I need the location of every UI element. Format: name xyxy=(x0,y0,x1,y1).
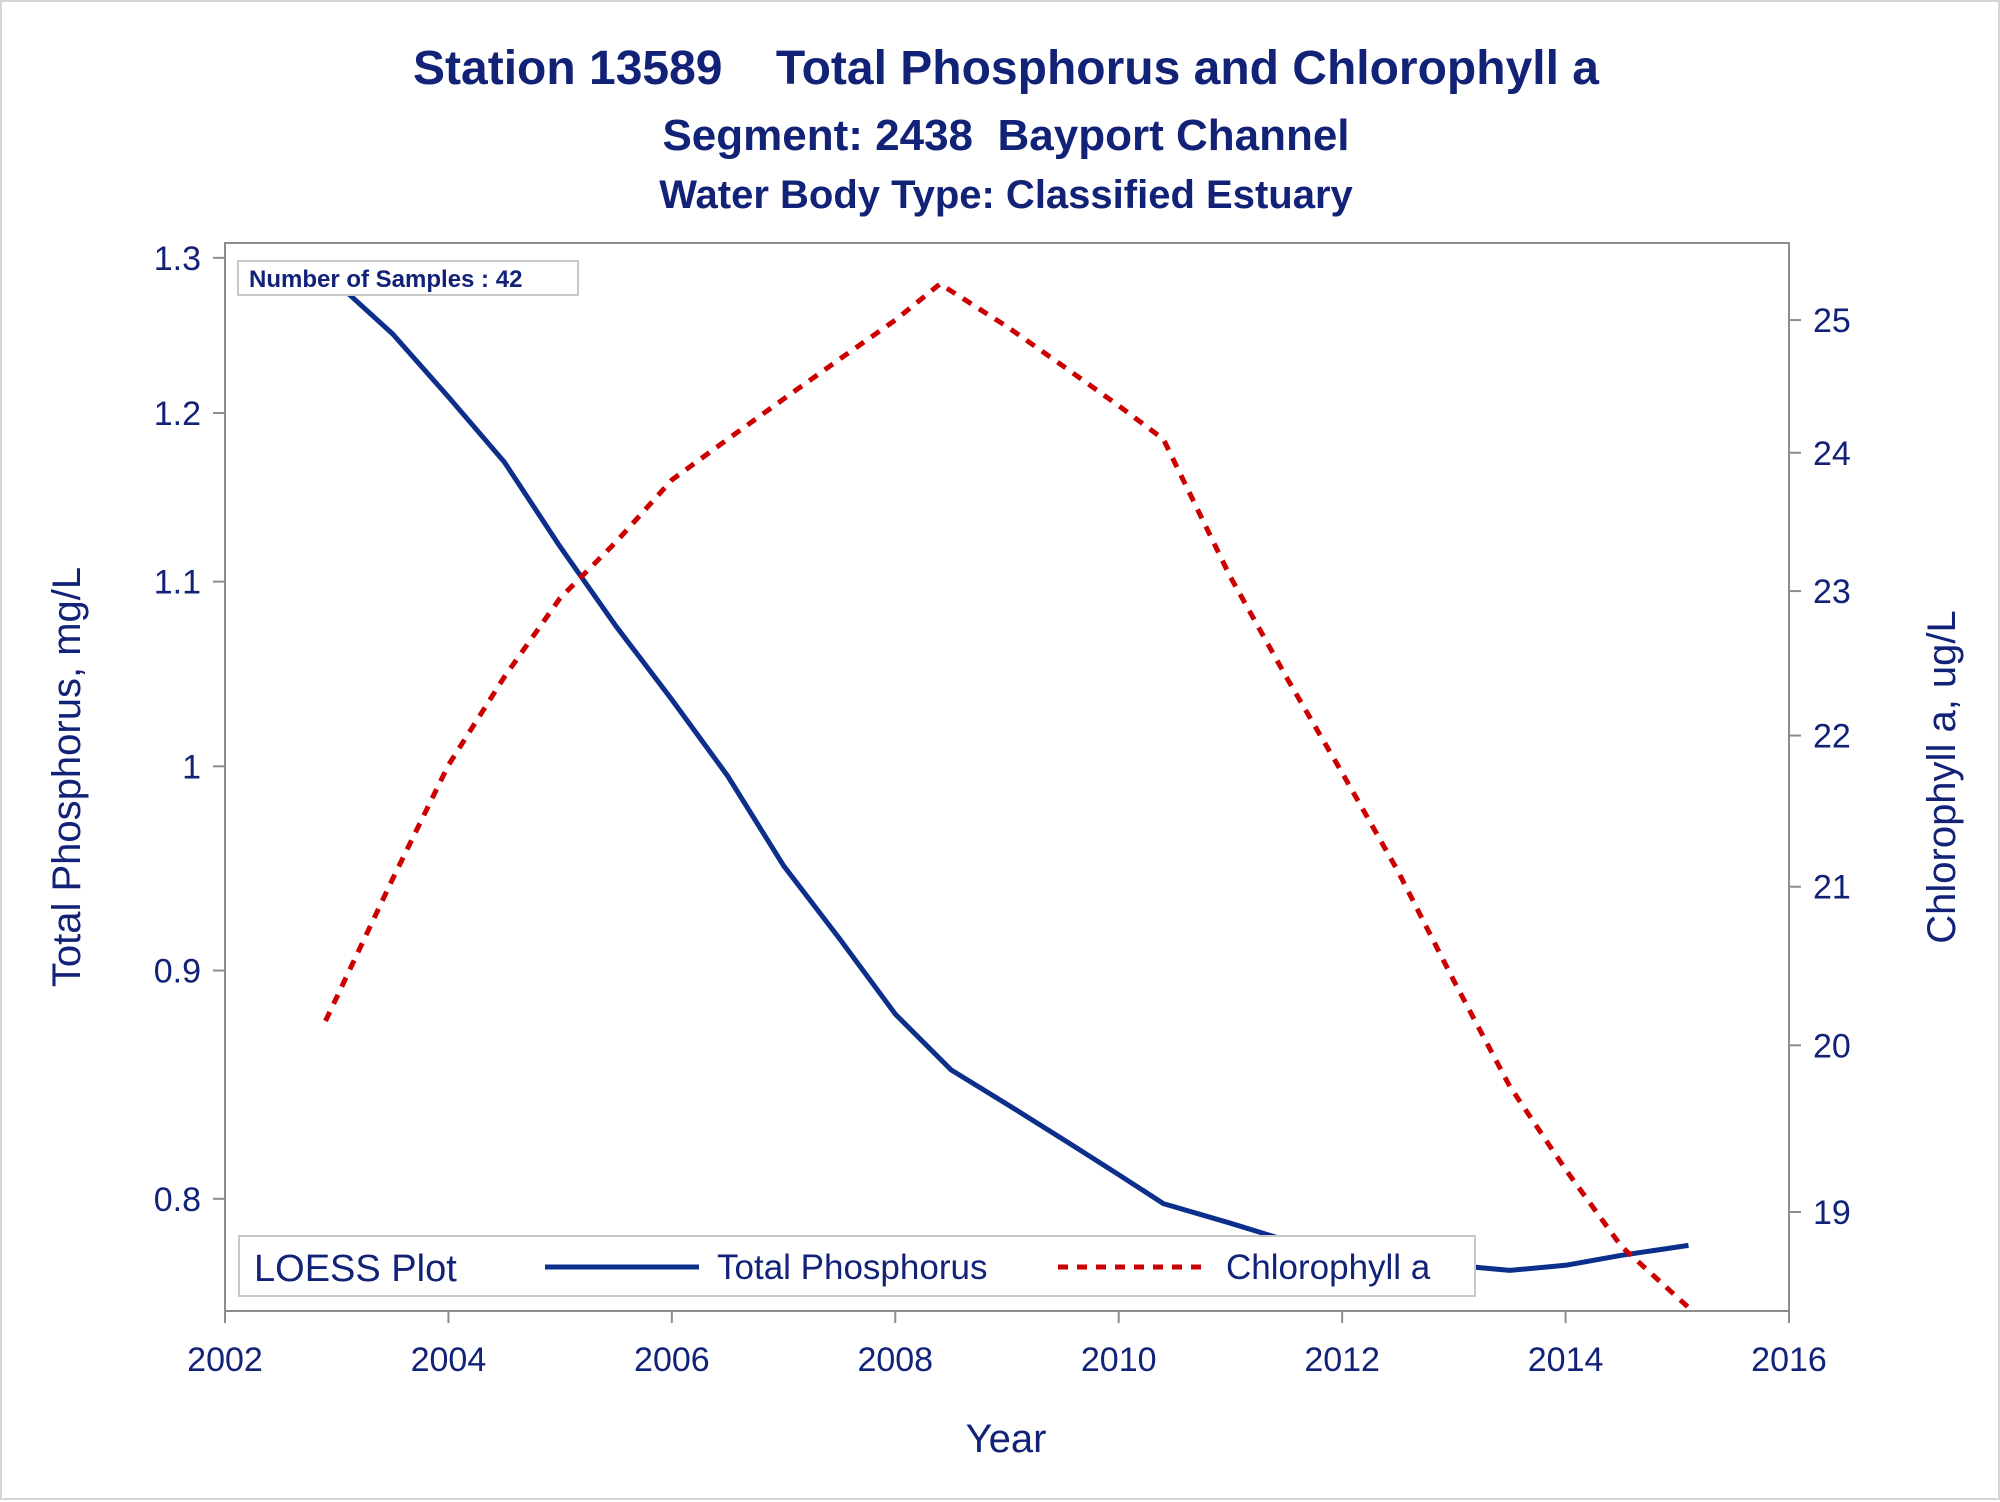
legend: LOESS Plot Total Phosphorus Chlorophyll … xyxy=(238,1235,1476,1297)
y-left-tick-label-1: 1 xyxy=(182,748,201,786)
y-right-tick-label-23: 23 xyxy=(1813,573,1851,611)
y-axis-left: 0.8 0.9 1 1.1 1.2 1.3 xyxy=(154,240,225,1219)
x-axis-label: Year xyxy=(966,1417,1047,1461)
y-right-tick-label-21: 21 xyxy=(1813,869,1851,907)
series-line-chlorophyll-a xyxy=(323,281,1691,1310)
sample-count-inset: Number of Samples : 42 xyxy=(249,266,522,293)
x-tick-label-2006: 2006 xyxy=(634,1341,710,1379)
series-layer xyxy=(323,270,1691,1310)
y-axis-right-label: Chlorophyll a, ug/L xyxy=(1920,610,1964,944)
y-left-tick-label-1-3: 1.3 xyxy=(154,240,201,278)
x-tick-label-2016: 2016 xyxy=(1751,1341,1827,1379)
x-tick-label-2010: 2010 xyxy=(1081,1341,1157,1379)
y-axis-right: 19 20 21 22 23 24 25 xyxy=(1789,302,1851,1232)
x-axis: 2002 2004 2006 2008 2010 2012 2014 2016 xyxy=(187,1311,1827,1379)
y-right-tick-label-25: 25 xyxy=(1813,302,1851,340)
y-left-tick-label-0-9: 0.9 xyxy=(154,953,201,991)
series-line-total-phosphorus xyxy=(323,270,1689,1273)
y-right-tick-label-20: 20 xyxy=(1813,1027,1851,1065)
legend-title: LOESS Plot xyxy=(254,1248,457,1290)
y-left-tick-label-1-1: 1.1 xyxy=(154,564,201,602)
inset-box xyxy=(237,260,579,296)
x-tick-label-2004: 2004 xyxy=(411,1341,487,1379)
y-axis-left-label: Total Phosphorus, mg/L xyxy=(45,567,89,987)
y-left-tick-label-1-2: 1.2 xyxy=(154,395,201,433)
y-right-tick-label-24: 24 xyxy=(1813,435,1851,473)
chart-title: Station 13589 Total Phosphorus and Chlor… xyxy=(413,42,1599,95)
y-right-tick-label-19: 19 xyxy=(1813,1194,1851,1232)
plot-area xyxy=(224,242,1790,1312)
x-tick-label-2008: 2008 xyxy=(857,1341,933,1379)
legend-label-chlorophyll-a: Chlorophyll a xyxy=(1226,1248,1431,1287)
chart-subtitle-waterbody: Water Body Type: Classified Estuary xyxy=(659,173,1353,217)
legend-box xyxy=(238,1235,1476,1297)
y-left-tick-label-0-8: 0.8 xyxy=(154,1181,201,1219)
x-tick-label-2014: 2014 xyxy=(1528,1341,1604,1379)
legend-label-total-phosphorus: Total Phosphorus xyxy=(717,1248,987,1287)
x-tick-label-2002: 2002 xyxy=(187,1341,263,1379)
y-right-tick-label-22: 22 xyxy=(1813,718,1851,756)
x-tick-label-2012: 2012 xyxy=(1304,1341,1380,1379)
chart-subtitle-segment: Segment: 2438 Bayport Channel xyxy=(662,111,1349,160)
